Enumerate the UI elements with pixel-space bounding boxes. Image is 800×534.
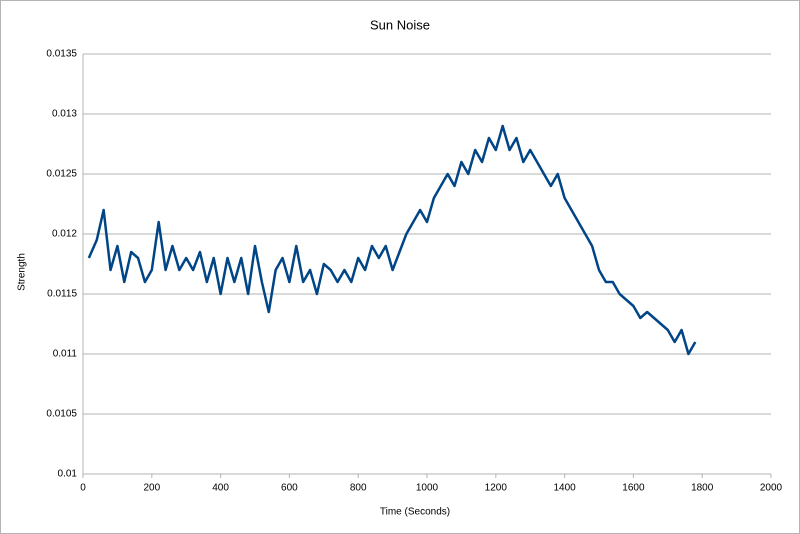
y-tick-label: 0.013 — [52, 109, 77, 120]
y-axis-label: Strength — [17, 253, 28, 291]
x-tick-label: 1400 — [553, 483, 576, 494]
x-tick-label: 1600 — [622, 483, 645, 494]
x-tick-label: 1800 — [691, 483, 714, 494]
y-tick-label: 0.01 — [58, 469, 78, 480]
x-tick-label: 1000 — [416, 483, 439, 494]
x-tick-label: 800 — [350, 483, 367, 494]
x-axis-label: Time (Seconds) — [380, 507, 450, 518]
chart-title: Sun Noise — [370, 17, 430, 32]
data-line — [87, 124, 697, 356]
y-tick-label: 0.012 — [52, 229, 77, 240]
y-tick-label: 0.0115 — [47, 289, 77, 300]
x-tick-label: 2000 — [760, 483, 783, 494]
x-tick-label: 400 — [212, 483, 229, 494]
y-tick-label: 0.0125 — [46, 169, 77, 180]
x-tick-label: 600 — [281, 483, 298, 494]
x-tick-label: 1200 — [485, 483, 508, 494]
y-tick-label: 0.011 — [53, 349, 78, 360]
x-tick-label: 200 — [143, 483, 160, 494]
y-tick-label: 0.0105 — [46, 409, 77, 420]
x-tick-label: 0 — [80, 483, 86, 494]
y-tick-label: 0.0135 — [46, 49, 77, 60]
